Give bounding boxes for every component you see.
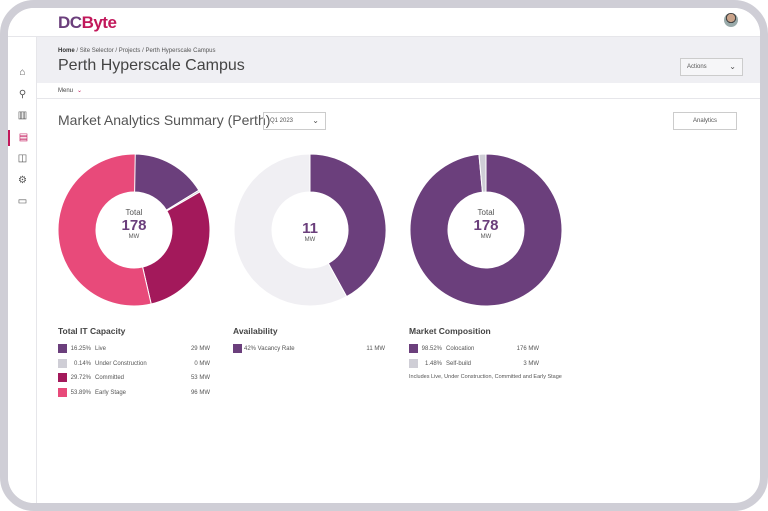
total-it-capacity-donut xyxy=(57,153,211,307)
legend-percent: 29.72% xyxy=(70,375,91,381)
book-icon[interactable]: ◫ xyxy=(17,153,28,164)
legend-percent: 16.25% xyxy=(70,346,91,352)
legend-swatch xyxy=(409,358,418,368)
period-select[interactable]: Q1 2023 ⌄ xyxy=(263,112,326,130)
market-composition-donut xyxy=(409,153,563,307)
breadcrumb-current: Perth Hyperscale Campus xyxy=(145,48,216,54)
legend-swatch xyxy=(58,344,67,353)
section-title: Market Analytics Summary (Perth) xyxy=(58,112,271,128)
legend-value: 29 MW xyxy=(190,346,210,352)
legend-market-composition: Market Composition 98.52% Colocation 176… xyxy=(409,326,562,380)
search-icon[interactable]: ⚲ xyxy=(18,89,27,100)
donut-center-total-it: Total 178 MW xyxy=(121,208,147,240)
legend-percent: 98.52% xyxy=(421,346,442,352)
legend-label: Self-build xyxy=(446,360,472,367)
legend-value: 53 MW xyxy=(190,375,210,381)
legend-row: 0.14% Under Construction 0 MW xyxy=(58,358,210,374)
donut-slice-42-vacancy-rate[interactable] xyxy=(309,153,387,298)
legend-label: Colocation xyxy=(446,346,475,352)
donut-center-availability: 11 MW xyxy=(302,220,318,243)
legend-value: 3 MW xyxy=(523,360,539,367)
legend-percent: 0.14% xyxy=(73,360,91,367)
legend-label: Live xyxy=(95,346,107,352)
legend-value: 0 MW xyxy=(194,360,210,367)
composition-note: Includes Live, Under Construction, Commi… xyxy=(409,374,562,380)
legend-swatch xyxy=(58,373,67,382)
donut-slice-committed[interactable] xyxy=(141,191,211,305)
breadcrumb: Home / Site Selector / Projects / Perth … xyxy=(58,48,216,54)
breadcrumb-site-selector[interactable]: Site Selector xyxy=(79,48,114,54)
analytics-button[interactable]: Analytics xyxy=(673,112,737,130)
donut-center-composition: Total 178 MW xyxy=(473,208,499,240)
breadcrumb-projects[interactable]: Projects xyxy=(118,48,141,54)
legend-swatch xyxy=(58,387,67,397)
donut-slice-remainder[interactable] xyxy=(233,153,348,307)
legend-value: 11 MW xyxy=(366,346,385,352)
chevron-down-icon: ⌄ xyxy=(77,88,83,94)
chevron-down-icon: ⌄ xyxy=(312,116,319,125)
legend-total-it-capacity: Total IT Capacity 16.25% Live 29 MW 0.14… xyxy=(58,326,210,402)
home-icon[interactable]: ⌂ xyxy=(19,67,26,78)
bar-chart-icon[interactable]: ▥ xyxy=(17,110,28,121)
legend-swatch xyxy=(233,344,242,353)
gear-icon[interactable]: ⚙ xyxy=(18,175,27,186)
legend-row: 98.52% Colocation 176 MW xyxy=(409,344,539,359)
sidebar: ⌂ ⚲ ▥ ▤ ◫ ⚙ ▭ xyxy=(8,37,37,503)
legend-swatch xyxy=(58,358,67,368)
legend-row: 29.72% Committed 53 MW xyxy=(58,373,210,388)
top-bar: DCByte xyxy=(8,8,760,37)
chevron-down-icon: ⌄ xyxy=(729,62,736,71)
page-header: Home / Site Selector / Projects / Perth … xyxy=(37,37,760,83)
legend-row: 53.89% Early Stage 96 MW xyxy=(58,387,210,403)
dcbyte-logo[interactable]: DCByte xyxy=(58,13,117,32)
page-title: Perth Hyperscale Campus xyxy=(58,57,245,74)
donut-slice-self-build[interactable] xyxy=(478,153,487,193)
actions-dropdown[interactable]: Actions ⌄ xyxy=(680,58,743,76)
availability-donut xyxy=(233,153,387,307)
menu-bar[interactable]: Menu ⌄ xyxy=(37,83,760,99)
legend-row: 42% Vacancy Rate 11 MW xyxy=(233,344,385,359)
legend-label: Committed xyxy=(95,375,125,381)
legend-row: 1.48% Self-build 3 MW xyxy=(409,358,539,374)
legend-value: 96 MW xyxy=(190,389,210,396)
legend-availability: Availability 42% Vacancy Rate 11 MW xyxy=(233,326,385,359)
document-icon[interactable]: ▤ xyxy=(8,130,37,146)
donut-slice-colocation[interactable] xyxy=(409,153,563,307)
legend-percent: 53.89% xyxy=(70,389,91,396)
chat-icon[interactable]: ▭ xyxy=(17,196,28,207)
legend-label: Under Construction xyxy=(95,360,147,367)
legend-swatch xyxy=(409,344,418,353)
legend-percent: 1.48% xyxy=(424,360,442,367)
legend-label: Early Stage xyxy=(95,389,127,396)
legend-row: 16.25% Live 29 MW xyxy=(58,344,210,359)
legend-value: 176 MW xyxy=(516,346,539,352)
user-avatar[interactable] xyxy=(724,13,738,27)
donut-slice-early-stage[interactable] xyxy=(57,153,152,307)
breadcrumb-home[interactable]: Home xyxy=(58,48,75,54)
